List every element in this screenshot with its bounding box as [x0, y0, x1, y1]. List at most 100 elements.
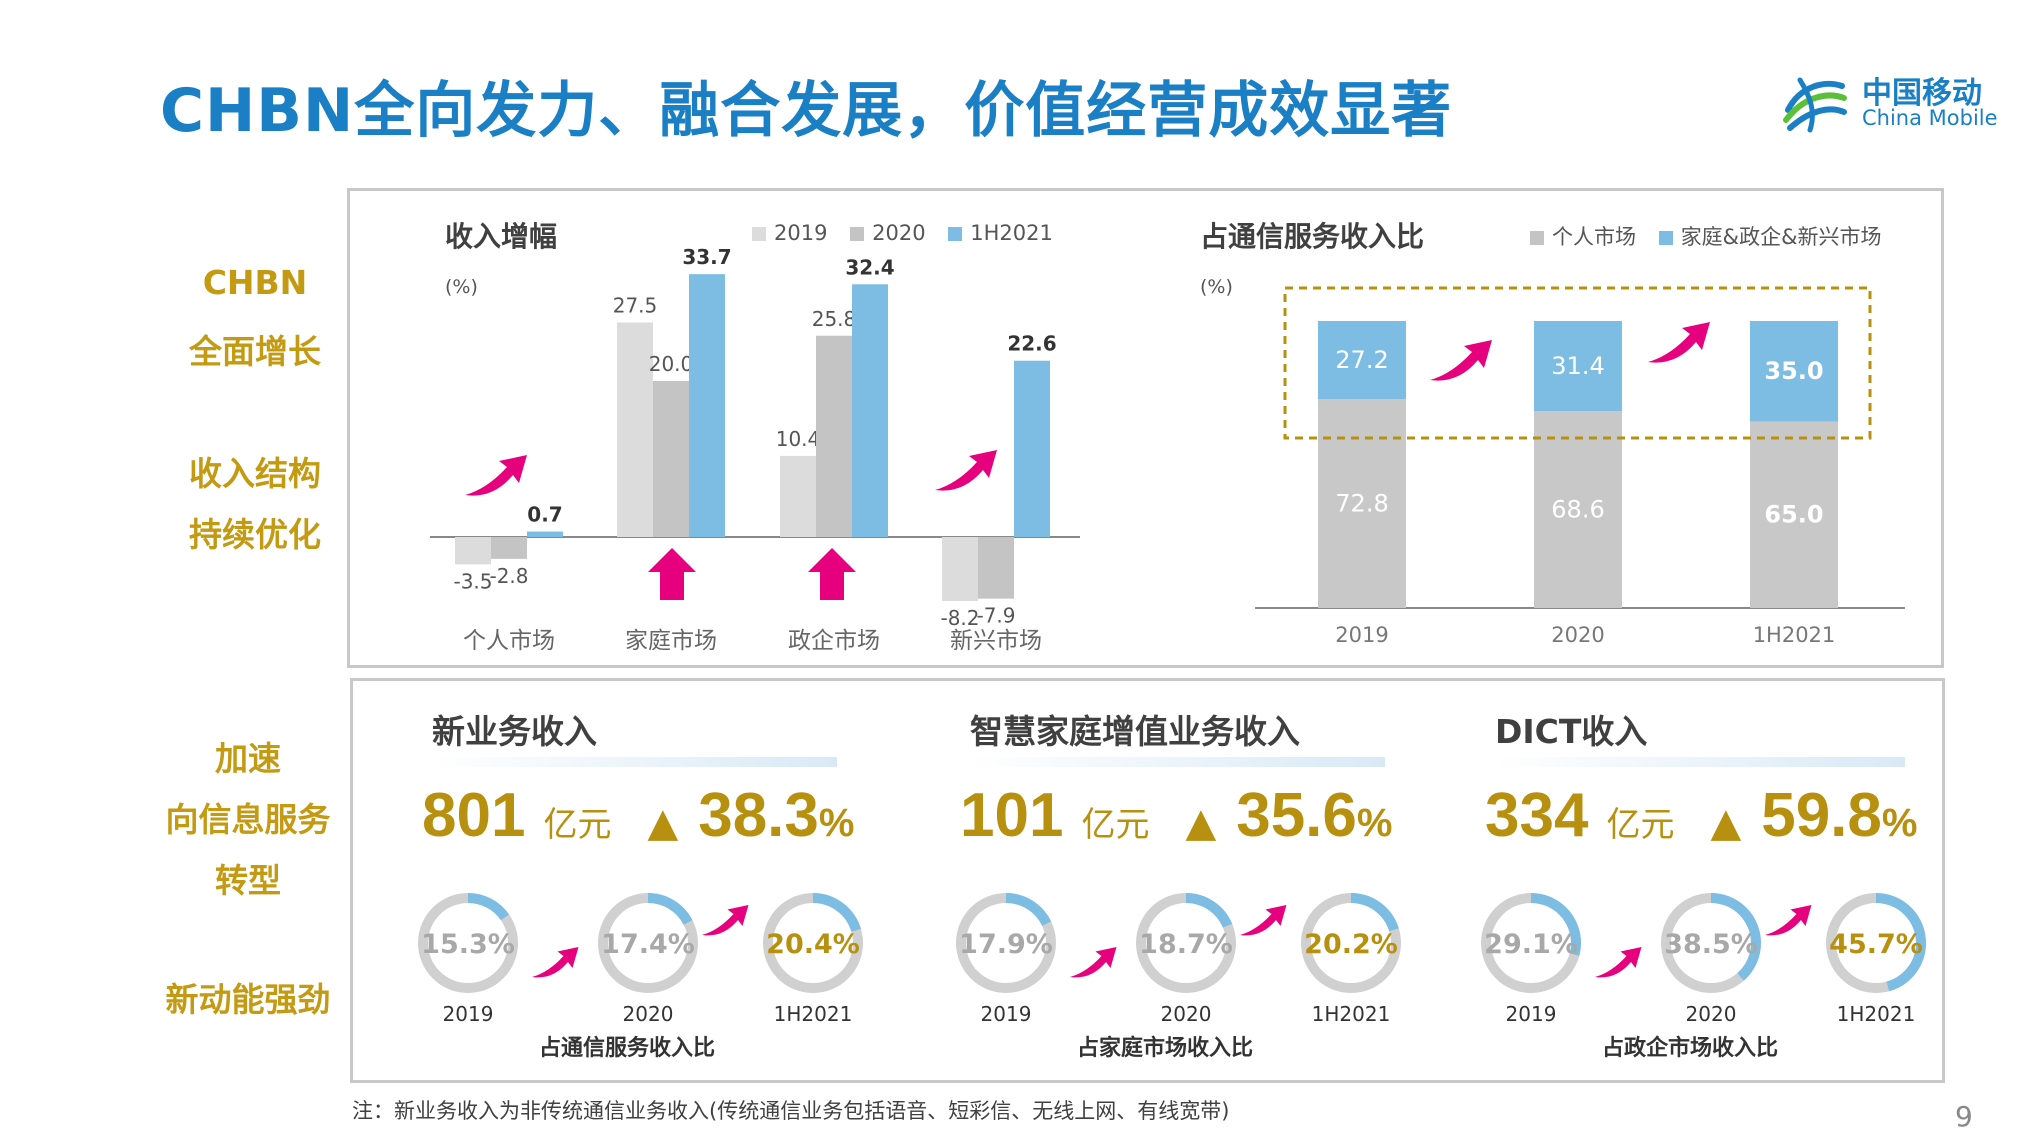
kpi-growth-1: 35.6 — [1236, 781, 1357, 850]
kpi-caption-1: 占家庭市场收入比 — [1076, 1036, 1253, 1061]
kpi-growth-pct-1: % — [1356, 801, 1393, 845]
legend-personal: 个人市场 — [1530, 225, 1636, 249]
legend-label-1h2021: 1H2021 — [970, 221, 1053, 245]
ring-year-1-1: 2020 — [1161, 1002, 1212, 1025]
side-label-chbn: CHBN — [202, 263, 308, 302]
share-arrow-2 — [1648, 322, 1710, 363]
growth-bar-0-1 — [491, 537, 527, 559]
growth-bar-2-0 — [780, 455, 816, 537]
ring-label-1-1: 18.7% — [1139, 929, 1233, 960]
kpi-underline-1 — [970, 757, 1385, 767]
kpi-unit-2: 亿元 — [1606, 805, 1675, 845]
ring-year-0-0: 2019 — [443, 1002, 494, 1025]
kpi-growth-pct-2: % — [1881, 801, 1918, 845]
page-title: CHBN全向发力、融合发展，价值经营成效显著 — [160, 76, 1453, 146]
ring-year-0-1: 2020 — [623, 1002, 674, 1025]
share-category-0: 2019 — [1335, 623, 1388, 647]
share-chart-legend: 个人市场 家庭&政企&新兴市场 — [1530, 221, 1881, 251]
legend-label-personal: 个人市场 — [1552, 225, 1636, 249]
ring-fill-0-1 — [598, 893, 698, 993]
new-business-panel — [350, 678, 1945, 1083]
ring-year-2-1: 2020 — [1686, 1002, 1737, 1025]
kpi-growth-pct-0: % — [818, 801, 855, 845]
ring-fill-2-0 — [1481, 893, 1581, 993]
legend-swatch-other — [1658, 231, 1673, 245]
kpi-value-2: 334 — [1485, 781, 1589, 850]
growth-label-0-0: -3.5 — [453, 569, 492, 593]
kpi-up-triangle-icon-0: ▲ — [647, 800, 679, 846]
growth-bar-2-1 — [816, 335, 852, 537]
ring-fill-1-2 — [1301, 893, 1401, 993]
kpi-title-1: 智慧家庭增值业务收入 — [970, 712, 1300, 751]
ring-fill-0-0 — [418, 893, 518, 993]
side-label-transform2: 转型 — [215, 861, 281, 900]
share-bar-other-1 — [1534, 321, 1622, 412]
ring-year-1-0: 2019 — [981, 1002, 1032, 1025]
kpi-arrow-1-b — [1240, 905, 1287, 936]
logo-text-en: China Mobile — [1862, 106, 1998, 130]
ring-label-1-2: 20.2% — [1304, 929, 1398, 960]
share-category-2: 1H2021 — [1753, 623, 1836, 647]
kpi-row-0: 801 亿元 ▲ 38.3% — [422, 780, 854, 851]
growth-up-arrow-gov — [808, 548, 856, 600]
growth-bar-0-2 — [527, 531, 563, 537]
growth-bar-1-2 — [689, 274, 725, 537]
kpi-caption-2: 占政企市场收入比 — [1601, 1036, 1778, 1061]
side-label-structure: 收入结构 — [189, 454, 321, 493]
kpi-value-1: 101 — [960, 781, 1064, 850]
kpi-rings-0: 15.3% 2019 17.4% 2020 20.4% 1H2021 — [418, 893, 863, 1025]
legend-swatch-2019 — [752, 227, 766, 241]
growth-label-2-1: 25.8 — [812, 307, 857, 331]
growth-arrow-personal — [465, 455, 527, 496]
ring-fill-1-1 — [1136, 893, 1236, 993]
growth-label-3-2: 22.6 — [1007, 332, 1056, 356]
kpi-up-triangle-icon-2: ▲ — [1710, 800, 1742, 846]
share-bar-other-2 — [1750, 321, 1838, 422]
china-mobile-logo: 中国移动 China Mobile — [1780, 62, 2020, 142]
growth-bar-1-1 — [653, 381, 689, 537]
growth-label-3-1: -7.9 — [976, 604, 1015, 628]
kpi-arrow-0-a — [532, 947, 579, 978]
share-label-personal-1: 68.6 — [1551, 496, 1604, 524]
legend-label-other: 家庭&政企&新兴市场 — [1680, 225, 1882, 249]
growth-up-arrow-home — [648, 548, 696, 600]
share-bar-personal-2 — [1750, 421, 1838, 608]
kpi-row-2: 334 亿元 ▲ 59.8% — [1485, 780, 1917, 851]
growth-label-3-0: -8.2 — [940, 606, 979, 630]
kpi-growth-2: 59.8 — [1761, 781, 1882, 850]
ring-fill-2-1 — [1661, 893, 1761, 993]
kpi-rings-2: 29.1% 2019 38.5% 2020 45.7% 1H2021 — [1481, 893, 1926, 1025]
growth-label-2-0: 10.4 — [776, 427, 821, 451]
legend-2019: 2019 — [752, 221, 827, 245]
ring-year-2-2: 1H2021 — [1837, 1002, 1916, 1025]
growth-label-0-1: -2.8 — [489, 564, 528, 588]
side-label-new-momentum: 新动能强劲 — [165, 980, 331, 1019]
kpi-arrow-2-a — [1595, 947, 1642, 978]
ring-fill-2-2 — [1826, 893, 1926, 993]
ring-fill-0-2 — [763, 893, 863, 993]
growth-category-1: 家庭市场 — [625, 628, 717, 654]
growth-bar-3-0 — [942, 537, 978, 601]
ring-label-0-2: 20.4% — [766, 929, 860, 960]
share-chart-unit: (%) — [1200, 276, 1233, 298]
kpi-value-0: 801 — [422, 781, 526, 850]
kpi-arrow-1-a — [1070, 947, 1117, 978]
side-label-full-growth: 全面增长 — [189, 332, 321, 371]
revenue-charts-panel — [347, 188, 1944, 668]
kpi-row-1: 101 亿元 ▲ 35.6% — [960, 780, 1392, 851]
share-label-other-1: 31.4 — [1551, 352, 1604, 380]
page-number: 9 — [1955, 1100, 1973, 1133]
growth-chart-legend: 2019 2020 1H2021 — [752, 221, 1053, 245]
kpi-unit-1: 亿元 — [1081, 805, 1150, 845]
growth-category-0: 个人市场 — [463, 628, 555, 654]
share-chart-title: 占通信服务收入比 — [1200, 220, 1425, 253]
share-highlight-box — [1283, 286, 1872, 440]
share-bar-personal-0 — [1318, 399, 1406, 608]
share-bar-other-0 — [1318, 321, 1406, 400]
ring-label-0-0: 15.3% — [421, 929, 515, 960]
growth-bar-2-2 — [852, 284, 888, 537]
ring-label-0-1: 17.4% — [601, 929, 695, 960]
share-label-personal-2: 65.0 — [1764, 501, 1823, 529]
kpi-underline-0 — [432, 757, 837, 767]
